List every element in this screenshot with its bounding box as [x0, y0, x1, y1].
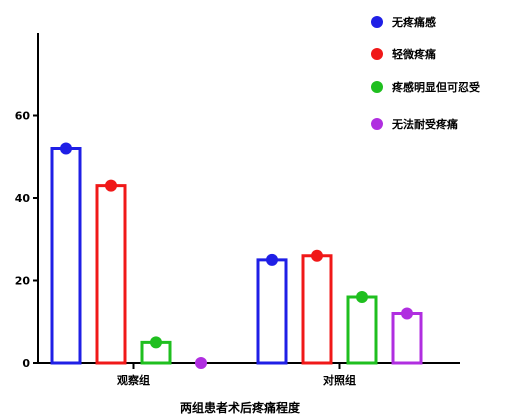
bar-point	[150, 336, 162, 349]
y-tick-label: 20	[15, 275, 31, 288]
bar-point	[105, 179, 117, 192]
legend-marker	[371, 16, 383, 28]
bar	[256, 258, 288, 365]
bar-point	[311, 249, 323, 262]
x-axis-title: 两组患者术后疼痛程度	[180, 400, 301, 415]
legend-label: 无疼痛感	[391, 15, 436, 29]
x-tick-label: 对照组	[323, 373, 356, 387]
bar-point	[401, 307, 413, 320]
legend-label: 轻微疼痛	[392, 47, 436, 61]
bar	[391, 312, 423, 365]
bars	[50, 142, 423, 369]
y-tick-label: 0	[22, 357, 30, 370]
x-ticks: 观察组 对照组	[117, 363, 356, 387]
bar-point	[266, 253, 278, 266]
bar	[346, 295, 378, 365]
legend-marker	[371, 118, 383, 130]
x-tick-label: 观察组	[117, 373, 150, 387]
legend-marker	[371, 81, 383, 93]
y-tick-label: 60	[15, 110, 31, 123]
bar	[50, 147, 82, 365]
legend-marker	[371, 48, 383, 60]
bar-point	[195, 357, 207, 369]
bar	[95, 184, 127, 365]
legend-label: 疼感明显但可忍受	[392, 80, 480, 94]
y-ticks: 0 20 40 60	[15, 110, 38, 370]
bar	[301, 254, 333, 365]
legend-label: 无法耐受疼痛	[391, 117, 458, 131]
bar-point	[60, 142, 72, 155]
y-tick-label: 40	[15, 192, 31, 205]
bar-point	[356, 291, 368, 303]
